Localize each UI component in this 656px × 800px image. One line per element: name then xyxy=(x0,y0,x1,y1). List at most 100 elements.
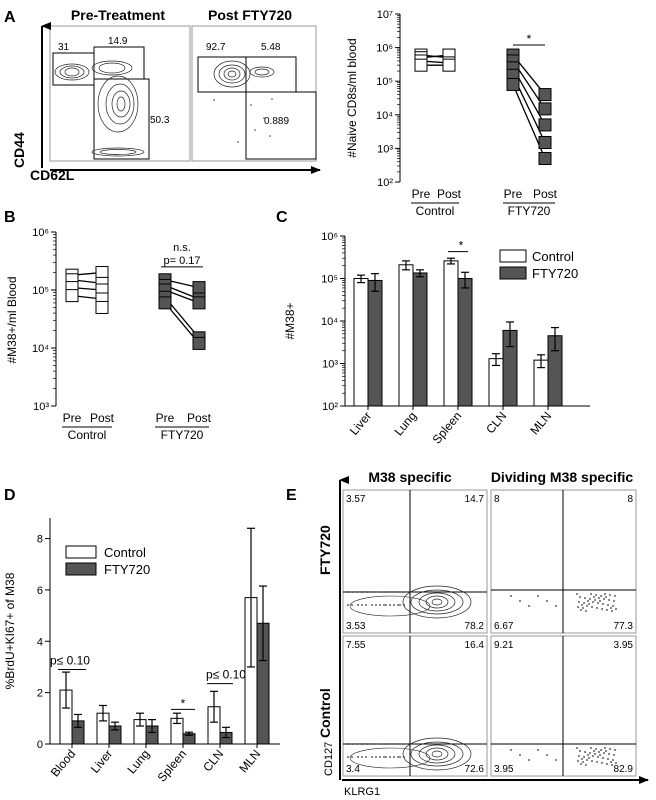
event-dot xyxy=(598,597,600,599)
quadrant-plot xyxy=(342,635,488,777)
quadrant-value: 16.4 xyxy=(465,640,485,651)
y-tick-label: 10³ xyxy=(322,359,338,371)
y-axis-label: #Naive CD8s/ml blood xyxy=(345,38,359,157)
data-point xyxy=(442,58,456,72)
y-tick-label: 10⁶ xyxy=(32,227,49,239)
panel-letter-a: A xyxy=(4,9,16,26)
event-dot xyxy=(599,600,601,602)
event-dot xyxy=(352,591,354,593)
contour-line xyxy=(402,585,472,619)
y-tick-label: 10⁵ xyxy=(376,76,393,88)
event-dot xyxy=(598,751,600,753)
quadrant-value: 3.95 xyxy=(494,764,514,775)
event-dot xyxy=(614,749,616,751)
event-dot xyxy=(602,757,604,759)
event-dot xyxy=(604,747,606,749)
event-dot xyxy=(365,604,367,606)
event-dot xyxy=(393,756,395,758)
event-dot xyxy=(589,598,591,600)
event-dot xyxy=(361,604,363,606)
event-dot xyxy=(374,591,376,593)
event-dot xyxy=(397,604,399,606)
event-dot xyxy=(366,591,368,593)
event-dot xyxy=(389,756,391,758)
y-tick-label: 10⁵ xyxy=(321,274,338,286)
event-dot xyxy=(360,743,362,745)
contour-line xyxy=(410,589,464,615)
event-dot xyxy=(371,604,373,606)
data-point xyxy=(95,300,109,314)
event-dot xyxy=(580,763,582,765)
contour-line xyxy=(410,741,464,767)
event-dot xyxy=(612,759,614,761)
y-tick-label: 10⁴ xyxy=(376,110,393,122)
event-dot xyxy=(383,756,385,758)
event-dot xyxy=(588,603,590,605)
event-dot xyxy=(528,759,530,761)
event-dot xyxy=(510,595,512,597)
event-dot xyxy=(615,608,617,610)
event-dot xyxy=(346,591,348,593)
event-dot xyxy=(592,755,594,757)
contour-line xyxy=(425,595,449,609)
event-dot xyxy=(546,600,548,602)
quadrant-value: 3.57 xyxy=(346,494,366,505)
event-dot xyxy=(528,605,530,607)
quadrant-plot xyxy=(342,489,488,634)
bar-control xyxy=(443,260,459,407)
legend-label: FTY720 xyxy=(104,562,150,577)
legend-swatch-fty720 xyxy=(65,562,97,576)
event-dot xyxy=(379,604,381,606)
event-dot xyxy=(605,750,607,752)
event-dot xyxy=(384,743,386,745)
event-dot xyxy=(374,743,376,745)
event-dot xyxy=(608,599,610,601)
event-dot xyxy=(399,756,401,758)
y-tick-label: 10⁵ xyxy=(32,285,49,297)
event-dot xyxy=(362,743,364,745)
event-dot xyxy=(578,755,580,757)
legend-label: Control xyxy=(532,249,574,264)
event-dot xyxy=(362,591,364,593)
group-label: Control xyxy=(68,428,107,442)
data-point xyxy=(538,152,552,166)
panel-letter-e: E xyxy=(286,487,297,504)
event-dot xyxy=(597,602,599,604)
event-dot xyxy=(579,596,581,598)
quadrant-value: 8 xyxy=(627,494,633,505)
event-dot xyxy=(585,610,587,612)
gate-post-cd44lo-cd62lhi xyxy=(245,91,317,160)
event-dot xyxy=(357,604,359,606)
event-dot xyxy=(606,763,608,765)
gate-value: 31 xyxy=(58,42,70,53)
event-dot xyxy=(606,609,608,611)
event-dot xyxy=(348,591,350,593)
event-dot xyxy=(610,761,612,763)
event-dot xyxy=(590,593,592,595)
event-dot xyxy=(600,749,602,751)
data-point xyxy=(538,118,552,132)
x-tick-label: Post xyxy=(437,187,462,201)
x-tick-label: Pre xyxy=(504,187,523,201)
y-tick-label: 8 xyxy=(37,534,43,546)
event-dot xyxy=(402,743,404,745)
y-tick-label: 0 xyxy=(37,739,43,751)
event-dot xyxy=(581,758,583,760)
event-dot xyxy=(385,756,387,758)
event-dot xyxy=(375,756,377,758)
event-dot xyxy=(595,594,597,596)
y-tick-label: 4 xyxy=(37,636,43,648)
event-dot xyxy=(584,597,586,599)
contour-line xyxy=(402,737,472,771)
event-dot xyxy=(615,762,617,764)
flow-e-title-m38: M38 specific xyxy=(368,469,451,485)
event-dot xyxy=(579,750,581,752)
event-dot xyxy=(608,753,610,755)
y-tick-label: 10² xyxy=(377,177,393,189)
group-label: FTY720 xyxy=(508,204,551,218)
bar-fty720 xyxy=(412,272,428,407)
flow-title-post: Post FTY720 xyxy=(208,7,292,23)
flow-e-x-axis-label: KLRG1 xyxy=(344,786,380,798)
contour-line xyxy=(431,750,443,758)
event-dot xyxy=(593,596,595,598)
